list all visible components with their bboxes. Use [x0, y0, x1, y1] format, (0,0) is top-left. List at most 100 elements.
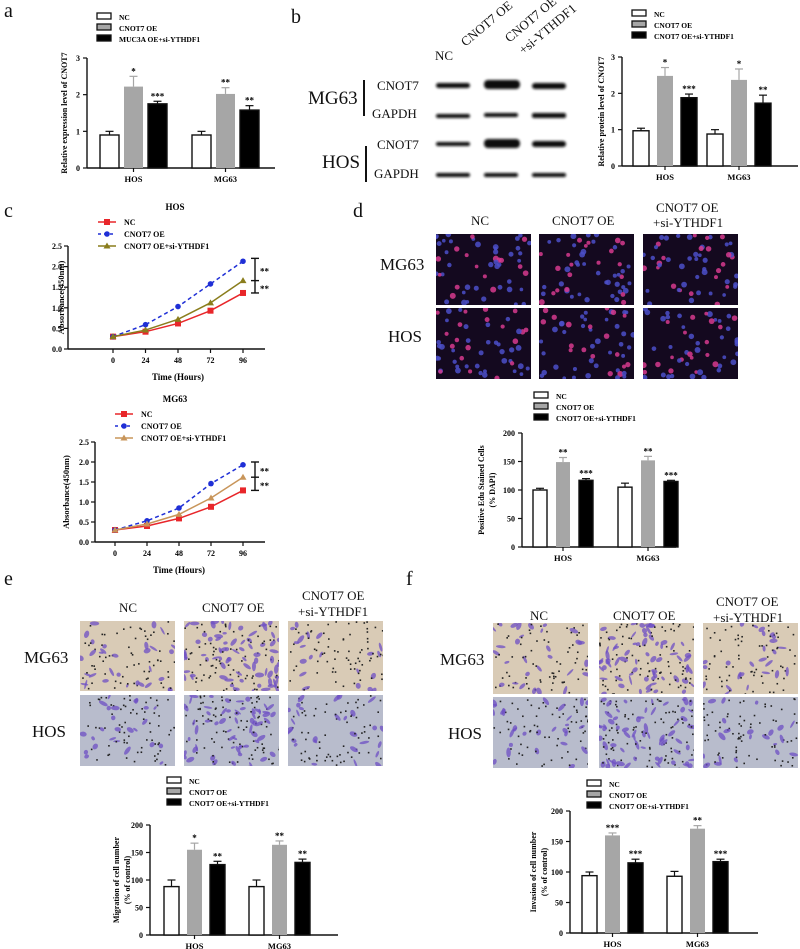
x-tick: HOS	[554, 553, 572, 563]
legend-swatch	[96, 23, 112, 31]
x-tick: 0	[111, 356, 115, 365]
legend-swatch	[586, 801, 602, 809]
significance-mark: **	[644, 446, 654, 456]
legend-label: NC	[119, 13, 130, 22]
chart-a-cnot7-expression: NC CNOT7 OE MUC3A OE+si-YTHDF1 0 1 2 3 Relative…	[60, 12, 275, 184]
blot-col-oe: CNOT7 OE	[457, 0, 516, 50]
legend-label: CNOT7 OE	[141, 422, 182, 431]
x-tick: 48	[174, 356, 182, 365]
y-tick: 150	[503, 458, 515, 467]
panel-letter-e: e	[4, 568, 13, 590]
legend-label: CNOT7 OE	[609, 791, 647, 800]
inv-col-si-1: CNOT7 OE	[716, 594, 779, 609]
x-tick: HOS	[656, 172, 674, 182]
edu-image-mg63-oe	[539, 234, 634, 305]
chart-b-cnot7-protein: NC CNOT7 OE CNOT7 OE+si-YTHDF1 0 1 2 3 Relative…	[597, 9, 798, 182]
blot-protein-cnot7-hos: CNOT7	[377, 137, 419, 152]
legend-label: CNOT7 OE	[556, 403, 594, 412]
chart-f-invasion: NC CNOT7 OE CNOT7 OE+si-YTHDF1 0 50 100 150 200…	[529, 779, 758, 949]
y-tick: 1.0	[79, 498, 89, 507]
legend-label: CNOT7 OE+si-YTHDF1	[189, 799, 269, 808]
edu-col-si-1: CNOT7 OE	[656, 200, 719, 215]
panel-letter-b: b	[291, 6, 301, 28]
legend-label: NC	[189, 777, 200, 786]
significance-mark: ***	[664, 470, 678, 480]
bar	[605, 835, 620, 933]
y-tick: 0	[76, 164, 80, 173]
y-tick: 50	[555, 899, 563, 908]
x-tick: MG63	[214, 174, 237, 184]
blot-col-nc: NC	[435, 48, 454, 63]
significance-mark: *	[663, 58, 668, 68]
legend-label: CNOT7 OE+si-YTHDF1	[141, 434, 226, 443]
x-tick: 96	[239, 549, 247, 558]
legend-label: CNOT7 OE+si-YTHDF1	[654, 32, 734, 41]
series-line	[114, 476, 244, 531]
x-tick: MG63	[727, 172, 750, 182]
bar	[294, 861, 311, 936]
legend-swatch	[631, 31, 647, 39]
series-line	[114, 464, 244, 531]
y-tick: 50	[135, 904, 143, 913]
bar	[209, 863, 226, 936]
y-tick: 3	[76, 54, 80, 63]
significance-mark: ***	[682, 84, 696, 94]
significance-mark: ***	[579, 469, 593, 479]
y-tick: 150	[551, 838, 563, 847]
legend-swatch	[586, 779, 602, 787]
bar	[581, 874, 598, 934]
y-tick: 100	[551, 868, 563, 877]
blot-bracket-mg63	[363, 80, 365, 116]
panel-letter-f: f	[406, 568, 413, 590]
inv-image-hos-oe	[599, 697, 694, 768]
y-tick: 1	[611, 126, 615, 135]
mig-col-si-2: +si-YTHDF1	[298, 604, 369, 619]
edu-image-hos-oe	[539, 308, 634, 379]
edu-image-mg63-si	[643, 234, 738, 305]
bar	[657, 75, 673, 166]
mig-image-mg63-nc	[80, 621, 175, 691]
y-tick: 0	[511, 543, 515, 552]
x-tick: 24	[142, 356, 150, 365]
y-tick: 2.0	[79, 458, 89, 467]
bar	[187, 849, 202, 935]
inv-image-mg63-oe	[599, 623, 694, 694]
bar	[712, 860, 729, 934]
western-blot: NC CNOT7 OE CNOT7 OE +si-YTHDF1 MG63 CNO…	[280, 0, 579, 190]
y-tick: 2	[76, 91, 80, 100]
mig-col-nc: NC	[119, 600, 138, 615]
x-tick: MG63	[686, 939, 709, 949]
significance-mark: **	[298, 849, 308, 859]
mig-image-hos-oe	[184, 695, 279, 766]
bar	[663, 480, 679, 548]
blot-protein-gapdh-hos: GAPDH	[374, 166, 419, 181]
significance-mark: **	[260, 481, 270, 491]
y-tick: 2.5	[79, 438, 89, 447]
y-tick: 0.0	[79, 538, 89, 547]
legend-label: CNOT7 OE+si-YTHDF1	[609, 802, 689, 811]
panel-letter-a: a	[4, 0, 13, 22]
mig-image-mg63-oe	[184, 621, 279, 691]
y-tick: 100	[131, 876, 143, 885]
x-tick: 48	[175, 549, 183, 558]
y-tick: 2.0	[52, 263, 62, 272]
y-tick: 1	[76, 127, 80, 136]
mig-image-hos-nc	[80, 695, 175, 766]
x-tick: 96	[239, 356, 247, 365]
inv-row-mg63: MG63	[440, 650, 485, 669]
significance-mark: *	[131, 66, 136, 76]
y-axis-label: Migration of cell number	[112, 837, 121, 923]
y-tick: 2.5	[52, 242, 62, 251]
edu-col-nc: NC	[471, 213, 490, 228]
y-axis-label: (% of control)	[540, 848, 549, 897]
significance-mark: **	[213, 851, 223, 861]
legend-swatch	[96, 34, 112, 42]
mig-row-mg63: MG63	[24, 648, 69, 667]
edu-row-hos: HOS	[388, 327, 423, 346]
x-tick: HOS	[186, 941, 204, 949]
blot-bracket-hos	[365, 146, 367, 182]
significance-mark: *	[192, 833, 197, 843]
significance-mark: **	[559, 448, 569, 458]
inv-image-mg63-nc	[493, 623, 588, 694]
blot-row-mg63: MG63	[308, 88, 358, 109]
